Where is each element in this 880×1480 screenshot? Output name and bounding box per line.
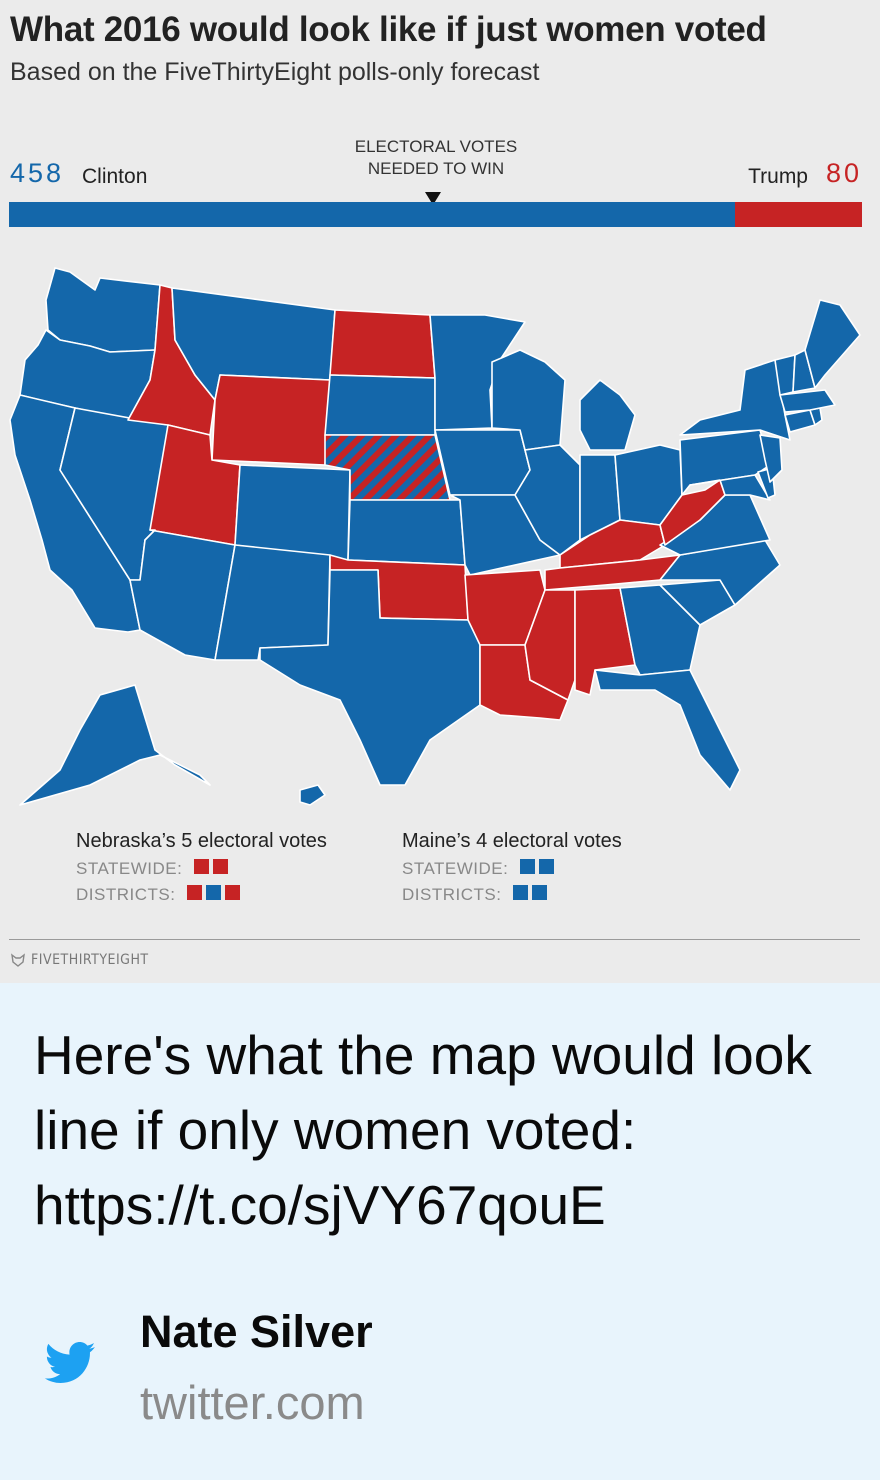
- state-MI[interactable]: [579, 379, 636, 451]
- state-FL[interactable]: [594, 669, 741, 791]
- twitter-bird-icon: [44, 1342, 96, 1383]
- ev-bar-clinton: [9, 202, 736, 227]
- clinton-label: Clinton: [82, 165, 148, 188]
- nebraska-statewide-label: STATEWIDE:: [76, 859, 183, 878]
- rep-swatch: [213, 859, 229, 874]
- ev-needed-label: ELECTORAL VOTES NEEDED TO WIN: [354, 137, 518, 178]
- tweet-domain[interactable]: twitter.com: [140, 1376, 365, 1429]
- figure-title: What 2016 would look like if just women …: [10, 10, 767, 49]
- trump-label: Trump: [748, 165, 808, 188]
- state-WA[interactable]: [45, 267, 161, 353]
- rep-swatch: [187, 885, 203, 900]
- ev-bar-trump: [735, 202, 862, 227]
- state-NJ[interactable]: [759, 434, 783, 483]
- state-HI[interactable]: [299, 784, 326, 806]
- dem-swatch: [520, 859, 536, 874]
- dem-swatch: [532, 885, 548, 900]
- dem-swatch: [206, 885, 222, 900]
- figure-subtitle: Based on the FiveThirtyEight polls-only …: [10, 58, 540, 86]
- state-NM[interactable]: [214, 544, 331, 661]
- clinton-ev-count: 458: [10, 158, 65, 188]
- nebraska-districts-label: DISTRICTS:: [76, 885, 176, 904]
- state-ME[interactable]: [804, 299, 861, 389]
- nebraska-legend: Nebraska’s 5 electoral votes STATEWIDE: …: [76, 830, 327, 905]
- state-AK[interactable]: [19, 684, 211, 806]
- dem-swatch: [539, 859, 555, 874]
- state-MN[interactable]: [429, 314, 526, 431]
- state-CO[interactable]: [234, 464, 351, 561]
- rep-swatch: [225, 885, 241, 900]
- brand-name: FIVETHIRTYEIGHT: [31, 952, 149, 968]
- nebraska-districts-row: DISTRICTS:: [76, 885, 327, 905]
- state-NY[interactable]: [679, 359, 791, 441]
- nebraska-statewide-swatches: [182, 859, 229, 879]
- state-ND[interactable]: [329, 309, 436, 379]
- maine-legend-heading: Maine’s 4 electoral votes: [402, 830, 622, 852]
- state-WY[interactable]: [211, 374, 331, 466]
- tweet-text[interactable]: Here's what the map would look line if o…: [34, 1024, 812, 1236]
- ev-threshold-marker: [425, 192, 441, 205]
- rep-swatch: [194, 859, 210, 874]
- fivethirtyeight-brand: FIVETHIRTYEIGHT: [10, 952, 149, 968]
- tweet-author[interactable]: Nate Silver: [140, 1306, 373, 1357]
- maine-statewide-swatches: [508, 859, 555, 879]
- fox-logo-icon: [11, 953, 25, 967]
- maine-legend: Maine’s 4 electoral votes STATEWIDE: DIS…: [402, 830, 622, 905]
- ev-bar: [9, 202, 862, 227]
- maine-statewide-label: STATEWIDE:: [402, 859, 509, 878]
- state-KS[interactable]: [347, 499, 466, 566]
- maine-statewide-row: STATEWIDE:: [402, 859, 622, 879]
- dem-swatch: [513, 885, 529, 900]
- us-map: [9, 267, 861, 806]
- state-MD[interactable]: [689, 474, 771, 501]
- nebraska-statewide-row: STATEWIDE:: [76, 859, 327, 879]
- state-MA[interactable]: [779, 389, 836, 413]
- maine-districts-label: DISTRICTS:: [402, 885, 502, 904]
- state-SD[interactable]: [324, 374, 436, 436]
- trump-ev-count: 80: [825, 158, 862, 188]
- footer-divider: [9, 939, 860, 940]
- maine-districts-swatches: [501, 885, 548, 905]
- state-TX[interactable]: [259, 569, 481, 786]
- state-IA[interactable]: [434, 429, 531, 496]
- nebraska-legend-heading: Nebraska’s 5 electoral votes: [76, 830, 327, 852]
- tweet-card[interactable]: [0, 983, 880, 1480]
- maine-districts-row: DISTRICTS:: [402, 885, 622, 905]
- nebraska-districts-swatches: [175, 885, 241, 905]
